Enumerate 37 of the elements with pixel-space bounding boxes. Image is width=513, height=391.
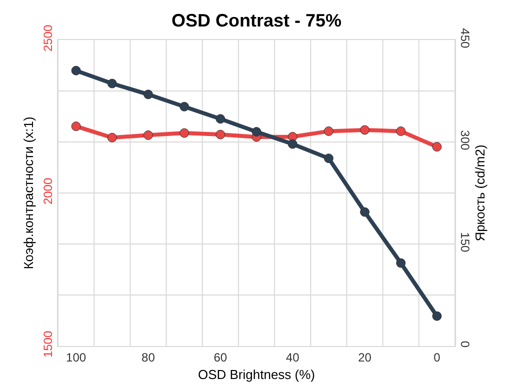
x-tick-label: 60: [214, 350, 228, 364]
y2-tick-label: 0: [458, 340, 472, 348]
chart-title: OSD Contrast - 75%: [171, 10, 342, 30]
point: [360, 207, 370, 217]
y2-tick-label: 300: [458, 130, 472, 151]
point: [107, 78, 117, 88]
point: [252, 127, 262, 137]
point: [216, 130, 226, 140]
point: [107, 132, 117, 142]
point: [180, 102, 190, 112]
x-tick-label: 40: [286, 350, 300, 364]
x-tick-label: 0: [434, 350, 441, 364]
x-tick-label: 80: [142, 350, 156, 364]
point: [360, 125, 370, 135]
point: [143, 130, 153, 140]
point: [432, 142, 442, 152]
y2-tick-label: 150: [458, 232, 472, 253]
y-tick-label: 2000: [41, 178, 56, 205]
x-axis-title: OSD Brightness (%): [198, 367, 316, 382]
y2-axis-title: Яркость (cd/m2): [472, 144, 488, 242]
point: [216, 114, 226, 124]
y-tick-label: 1500: [41, 330, 56, 358]
point: [396, 126, 406, 136]
point: [71, 66, 81, 76]
point: [143, 90, 153, 100]
point: [396, 258, 406, 268]
y-tick-label: 2500: [41, 24, 56, 52]
x-tick-label: 20: [358, 350, 372, 364]
point: [324, 126, 334, 136]
x-tick-label: 100: [66, 350, 86, 364]
point: [180, 128, 190, 138]
y2-tick-label: 450: [458, 28, 472, 49]
point: [71, 122, 81, 132]
point: [324, 154, 334, 164]
y-axis-title: Коэф.контрастности (x:1): [21, 116, 36, 270]
point: [432, 311, 442, 321]
point: [288, 139, 298, 149]
